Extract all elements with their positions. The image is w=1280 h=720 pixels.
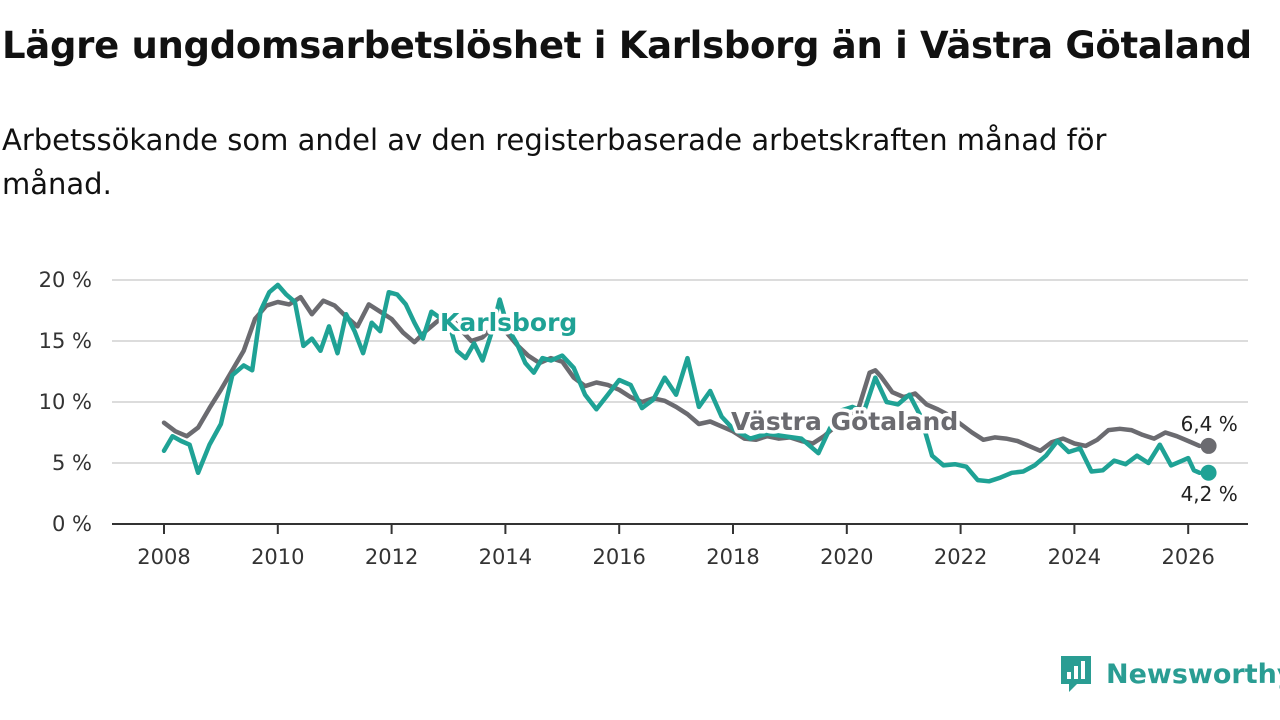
y-gridlines [112, 279, 1248, 464]
series-labels: 6,4 % 4,2 % Västra Götaland Karlsborg [437, 305, 1241, 509]
x-tick-label: 2024 [1048, 545, 1101, 569]
x-tick-label: 2014 [479, 545, 532, 569]
end-marker [1200, 464, 1217, 481]
end-value-label: 4,2 % [1181, 482, 1238, 506]
x-axis-ticks: 2008 2010 2012 2014 2016 2018 2020 2022 2024 2026 [137, 524, 1215, 569]
x-tick-label: 2012 [365, 545, 418, 569]
y-tick-label: 10 % [39, 390, 92, 414]
y-tick-label: 5 % [52, 451, 92, 475]
end-marker [1200, 437, 1217, 454]
x-tick-label: 2020 [820, 545, 873, 569]
x-tick-label: 2018 [706, 545, 759, 569]
x-tick-label: 2010 [251, 545, 304, 569]
series-line-karlsborg [161, 282, 1202, 484]
series-line-v-stra-g-taland [161, 294, 1202, 454]
x-tick-label: 2008 [137, 545, 190, 569]
series-label: Västra Götaland [731, 407, 958, 436]
newsworthy-brand: Newsworthy [1058, 654, 1280, 694]
y-tick-label: 15 % [39, 329, 92, 353]
brand-name: Newsworthy [1106, 658, 1280, 690]
end-markers [1200, 437, 1217, 481]
end-value-label: 6,4 % [1181, 412, 1238, 436]
y-tick-label: 0 % [52, 512, 92, 536]
chart-title: Lägre ungdomsarbetslöshet i Karlsborg än… [2, 24, 1252, 67]
y-axis-ticks: 0 % 5 % 10 % 15 % 20 % [39, 268, 92, 536]
newsworthy-logo-icon [1061, 656, 1091, 692]
x-tick-label: 2026 [1161, 545, 1214, 569]
x-tick-label: 2022 [934, 545, 987, 569]
line-chart: 0 %5 %10 %15 %20 % 2008 2010 2012 2014 2016 2… [39, 268, 1248, 569]
y-tick-label: 20 % [39, 268, 92, 292]
chart-subtitle: Arbetssökande som andel av den registerb… [2, 123, 1107, 201]
series-label: Karlsborg [440, 308, 577, 337]
series-lines [161, 282, 1202, 484]
x-tick-label: 2016 [592, 545, 645, 569]
